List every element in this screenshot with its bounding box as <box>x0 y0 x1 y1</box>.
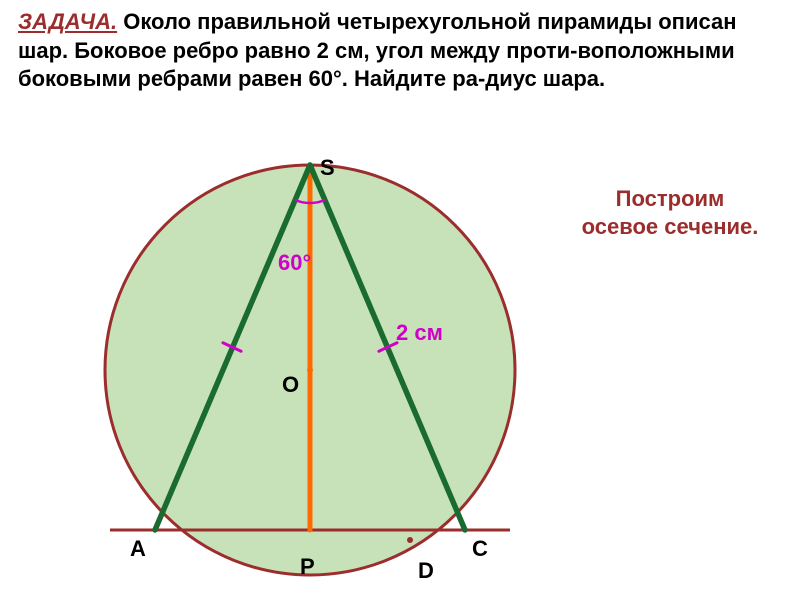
label-D: D <box>418 558 434 584</box>
label-O: O <box>282 372 299 398</box>
label-P: P <box>300 554 315 580</box>
problem-text: ЗАДАЧА. Около правильной четырехугольной… <box>18 8 782 94</box>
side-note-line1: Построим <box>616 186 725 211</box>
label-S: S <box>320 155 335 181</box>
side-note: Построим осевое сечение. <box>570 185 770 240</box>
task-label: ЗАДАЧА. <box>18 9 117 34</box>
label-C: C <box>472 536 488 562</box>
label-A: A <box>130 536 146 562</box>
label-edge: 2 см <box>396 320 443 346</box>
slide: ЗАДАЧА. Около правильной четырехугольной… <box>0 0 800 600</box>
side-note-line2: осевое сечение. <box>582 214 759 239</box>
label-angle: 60° <box>278 250 311 276</box>
geometry-svg <box>60 140 560 600</box>
problem-body: Около правильной четырехугольной пирамид… <box>18 9 737 91</box>
diagram-container: S A C O P D 60° 2 см <box>60 140 560 600</box>
